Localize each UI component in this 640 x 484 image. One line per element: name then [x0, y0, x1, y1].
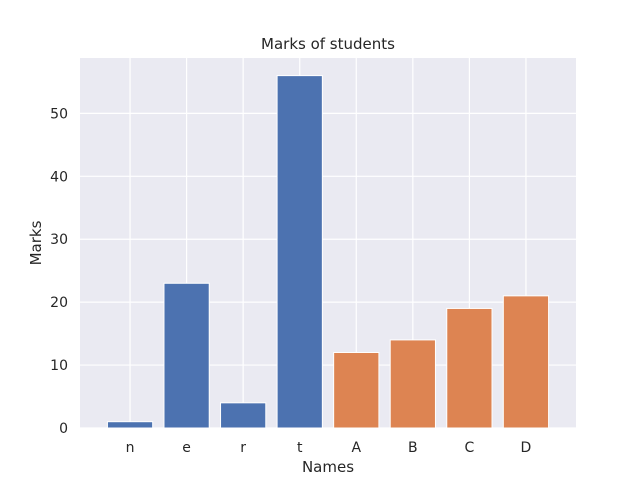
bar-t	[276, 75, 323, 429]
y-tick-labels: 0 10 20 30 40 50	[50, 106, 68, 437]
x-tick-label: e	[182, 440, 191, 456]
chart-title: Marks of students	[261, 35, 395, 53]
x-axis-label: Names	[302, 458, 354, 476]
plot-background	[80, 58, 576, 428]
y-axis-label: Marks	[27, 220, 45, 265]
bar-e	[163, 282, 210, 429]
y-tick-label: 0	[59, 421, 68, 437]
bar-n	[106, 421, 154, 429]
x-tick-label: D	[521, 440, 532, 456]
x-tick-label: C	[465, 440, 475, 456]
bar-C	[446, 307, 493, 429]
y-tick-label: 10	[50, 358, 68, 374]
x-tick-label: A	[351, 440, 361, 456]
bar-r	[220, 402, 267, 429]
bar-A	[333, 351, 380, 429]
x-tick-label: n	[126, 440, 135, 456]
y-tick-label: 20	[50, 295, 68, 311]
bar-D	[502, 295, 550, 429]
y-tick-label: 40	[50, 169, 68, 185]
bar-B	[389, 339, 436, 429]
x-tick-label: B	[408, 440, 418, 456]
y-tick-label: 30	[50, 232, 68, 248]
y-tick-label: 50	[50, 106, 68, 122]
x-tick-label: t	[297, 440, 303, 456]
x-tick-label: r	[240, 440, 246, 456]
bars	[106, 75, 550, 429]
